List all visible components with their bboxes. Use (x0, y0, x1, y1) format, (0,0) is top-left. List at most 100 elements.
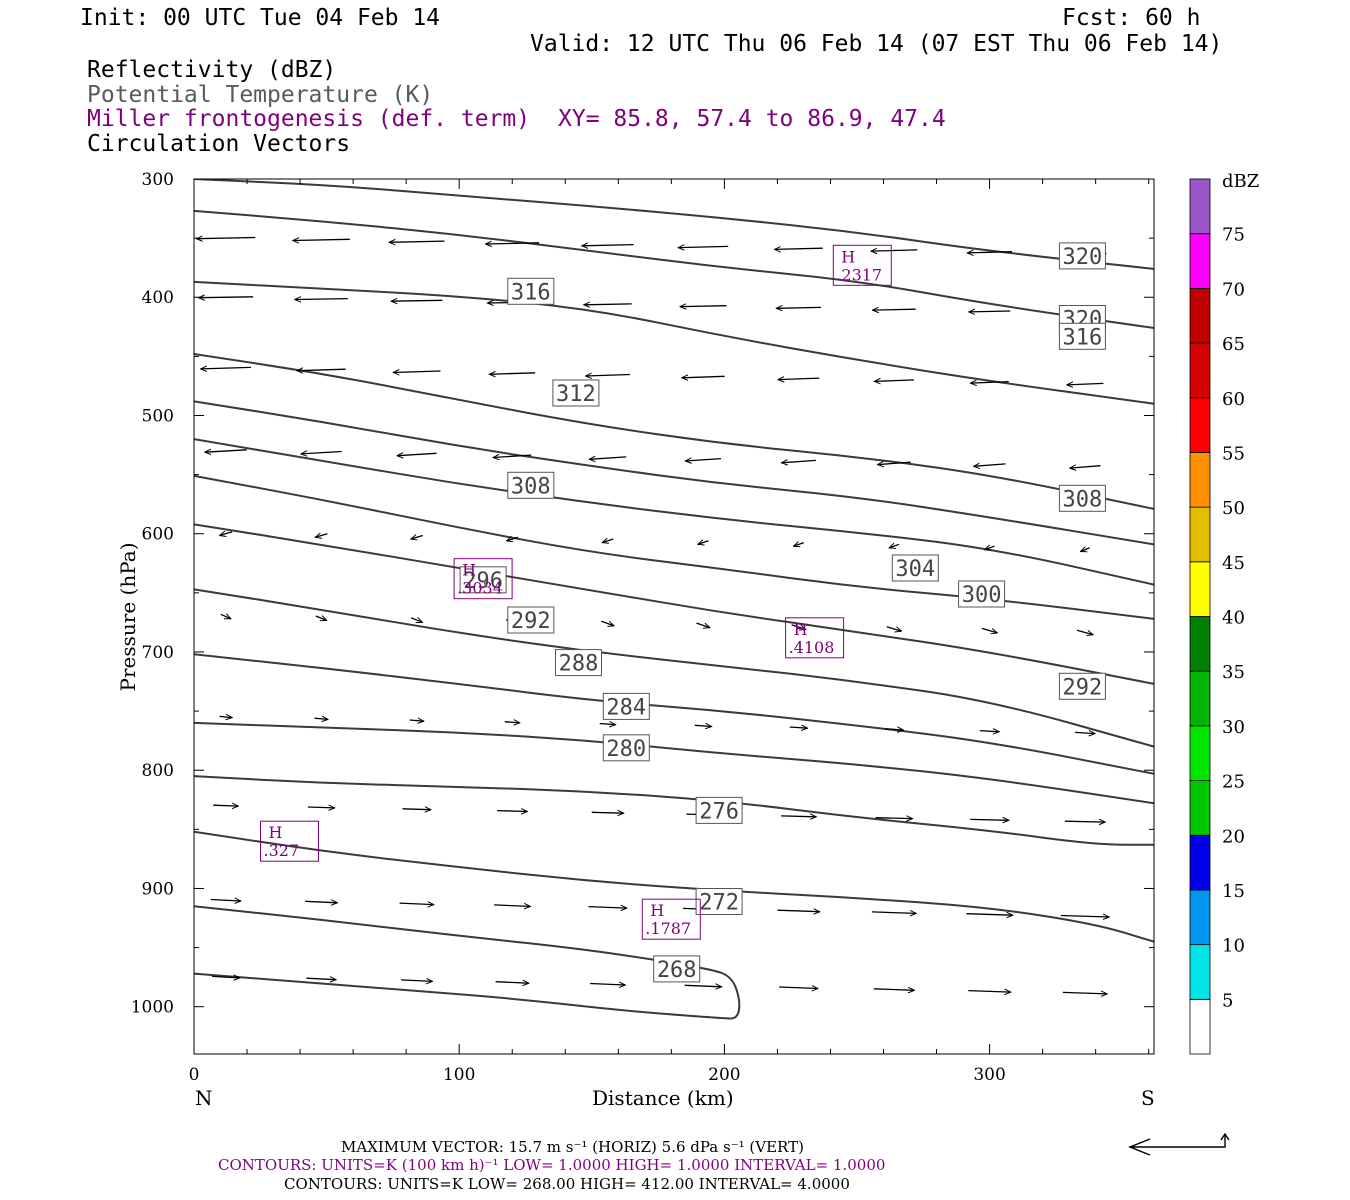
circulation-vector (402, 809, 432, 810)
colorbar-tick-label: 60 (1222, 389, 1245, 410)
circulation-vector (875, 818, 913, 819)
circulation-vector (685, 459, 722, 461)
init-time: Init: 00 UTC Tue 04 Feb 14 (80, 5, 441, 31)
legend-vectors: Circulation Vectors (87, 131, 351, 157)
circulation-vector (889, 544, 900, 548)
colorbar-tick-label: 30 (1222, 717, 1245, 738)
circulation-vector (684, 985, 722, 987)
circulation-vector (297, 369, 346, 371)
circulation-vector (584, 304, 632, 305)
circulation-vector (970, 819, 1009, 820)
circulation-vector (966, 914, 1012, 916)
theta-label-316-box (507, 277, 555, 305)
theta-side-label-308-box (1058, 484, 1106, 512)
circulation-vector (886, 626, 902, 632)
circulation-vector (682, 376, 725, 378)
theta-side-label-316: 316 (1063, 325, 1103, 350)
theta-label-312-box (552, 379, 600, 407)
circulation-vector (219, 716, 233, 717)
circulation-vector (409, 720, 424, 721)
circulation-vector (588, 907, 627, 909)
theta-side-label-308: 308 (1063, 487, 1103, 512)
theta-label-308: 308 (511, 474, 551, 499)
circulation-vector (602, 539, 614, 543)
theta-label-292: 292 (511, 609, 551, 634)
circulation-vector (884, 729, 904, 730)
circulation-vector (778, 378, 820, 380)
circulation-vector (981, 627, 997, 633)
y-tick-label: 800 (142, 761, 174, 781)
theta-contour-308 (194, 353, 1154, 510)
colorbar-title: dBZ (1222, 171, 1259, 192)
circulation-vector (196, 238, 256, 239)
circulation-vector (1081, 548, 1090, 552)
circulation-vector (397, 453, 437, 455)
circulation-vector (315, 534, 328, 538)
theta-label-304-box (891, 554, 939, 582)
plot-frame (193, 178, 1155, 1055)
theta-contour-296 (194, 474, 1154, 620)
theta-contour-272 (194, 830, 1154, 943)
theta-label-280-box (602, 734, 650, 762)
legend-frontogenesis: Miller frontogenesis (def. term) (87, 106, 531, 132)
circulation-vector (777, 910, 820, 912)
circulation-vector (974, 464, 1006, 466)
circulation-vector (220, 614, 231, 620)
fronto-high-label: H (650, 901, 664, 920)
colorbar-cell (1189, 342, 1211, 399)
circulation-vector (213, 805, 238, 806)
circulation-vector (410, 618, 422, 623)
circulation-vector (210, 900, 241, 902)
theta-contour-304 (194, 400, 1154, 546)
circulation-vector (497, 811, 527, 812)
circulation-vector (495, 982, 529, 984)
circulation-vector (201, 367, 252, 369)
colorbar-cell (1189, 397, 1211, 453)
cross-section-endpoints: XY= 85.8, 57.4 to 86.9, 47.4 (558, 106, 946, 132)
theta-contour-276 (194, 775, 1154, 846)
fronto-high-value: .327 (264, 841, 300, 860)
theta-contours (194, 179, 1154, 1020)
circulation-vector (873, 989, 915, 991)
colorbar-cell (1189, 998, 1211, 1055)
circulation-vector (507, 537, 519, 541)
theta-label-284-box (602, 692, 650, 720)
circulation-vector (878, 462, 911, 464)
theta-contour-288 (194, 588, 1154, 748)
colorbar-tick-label: 35 (1222, 662, 1245, 683)
circulation-vector (871, 250, 918, 251)
legend-theta: Potential Temperature (K) (87, 82, 434, 108)
forecast-hour: Fcst: 60 h (1062, 5, 1201, 31)
circulation-vector (969, 311, 1011, 312)
colorbar-cell (1189, 233, 1211, 289)
y-tick-label: 1000 (131, 998, 174, 1018)
fronto-high-box (832, 244, 892, 286)
circulation-vector (599, 724, 616, 725)
circulation-vector (306, 978, 337, 980)
circulation-vector (967, 252, 1012, 253)
circulation-vector (489, 373, 536, 375)
circulation-vector (220, 532, 233, 536)
colorbar-cell (1189, 780, 1211, 836)
colorbar-tick-label: 25 (1222, 772, 1245, 793)
contours-fronto-note: CONTOURS: UNITS=K (100 km h)⁻¹ LOW= 1.00… (218, 1156, 886, 1174)
circulation-vector (590, 984, 625, 986)
y-tick-label: 600 (142, 525, 174, 545)
circulation-vector (781, 460, 816, 462)
theta-contour-320 (194, 179, 1154, 270)
y-tick-label: 400 (142, 288, 174, 308)
fronto-high-value: .1787 (645, 919, 691, 938)
colorbar-tick-label: 55 (1222, 443, 1245, 464)
theta-label-296: 296 (463, 569, 503, 594)
circulation-vector (493, 455, 532, 457)
circulation-vector (494, 905, 530, 907)
circulation-vector (601, 620, 614, 626)
fronto-high-value: .4108 (789, 638, 835, 657)
y-tick-label: 500 (142, 406, 174, 426)
colorbar-cell (1189, 506, 1211, 563)
colorbar-tick-label: 65 (1222, 334, 1245, 355)
theta-label-268-box (653, 955, 701, 983)
dbz-colorbar: 5 10 15 20 25 30 35 40 45 50 55 60 65 70 75 dBZ (1189, 171, 1259, 1055)
circulation-vector (504, 722, 520, 723)
